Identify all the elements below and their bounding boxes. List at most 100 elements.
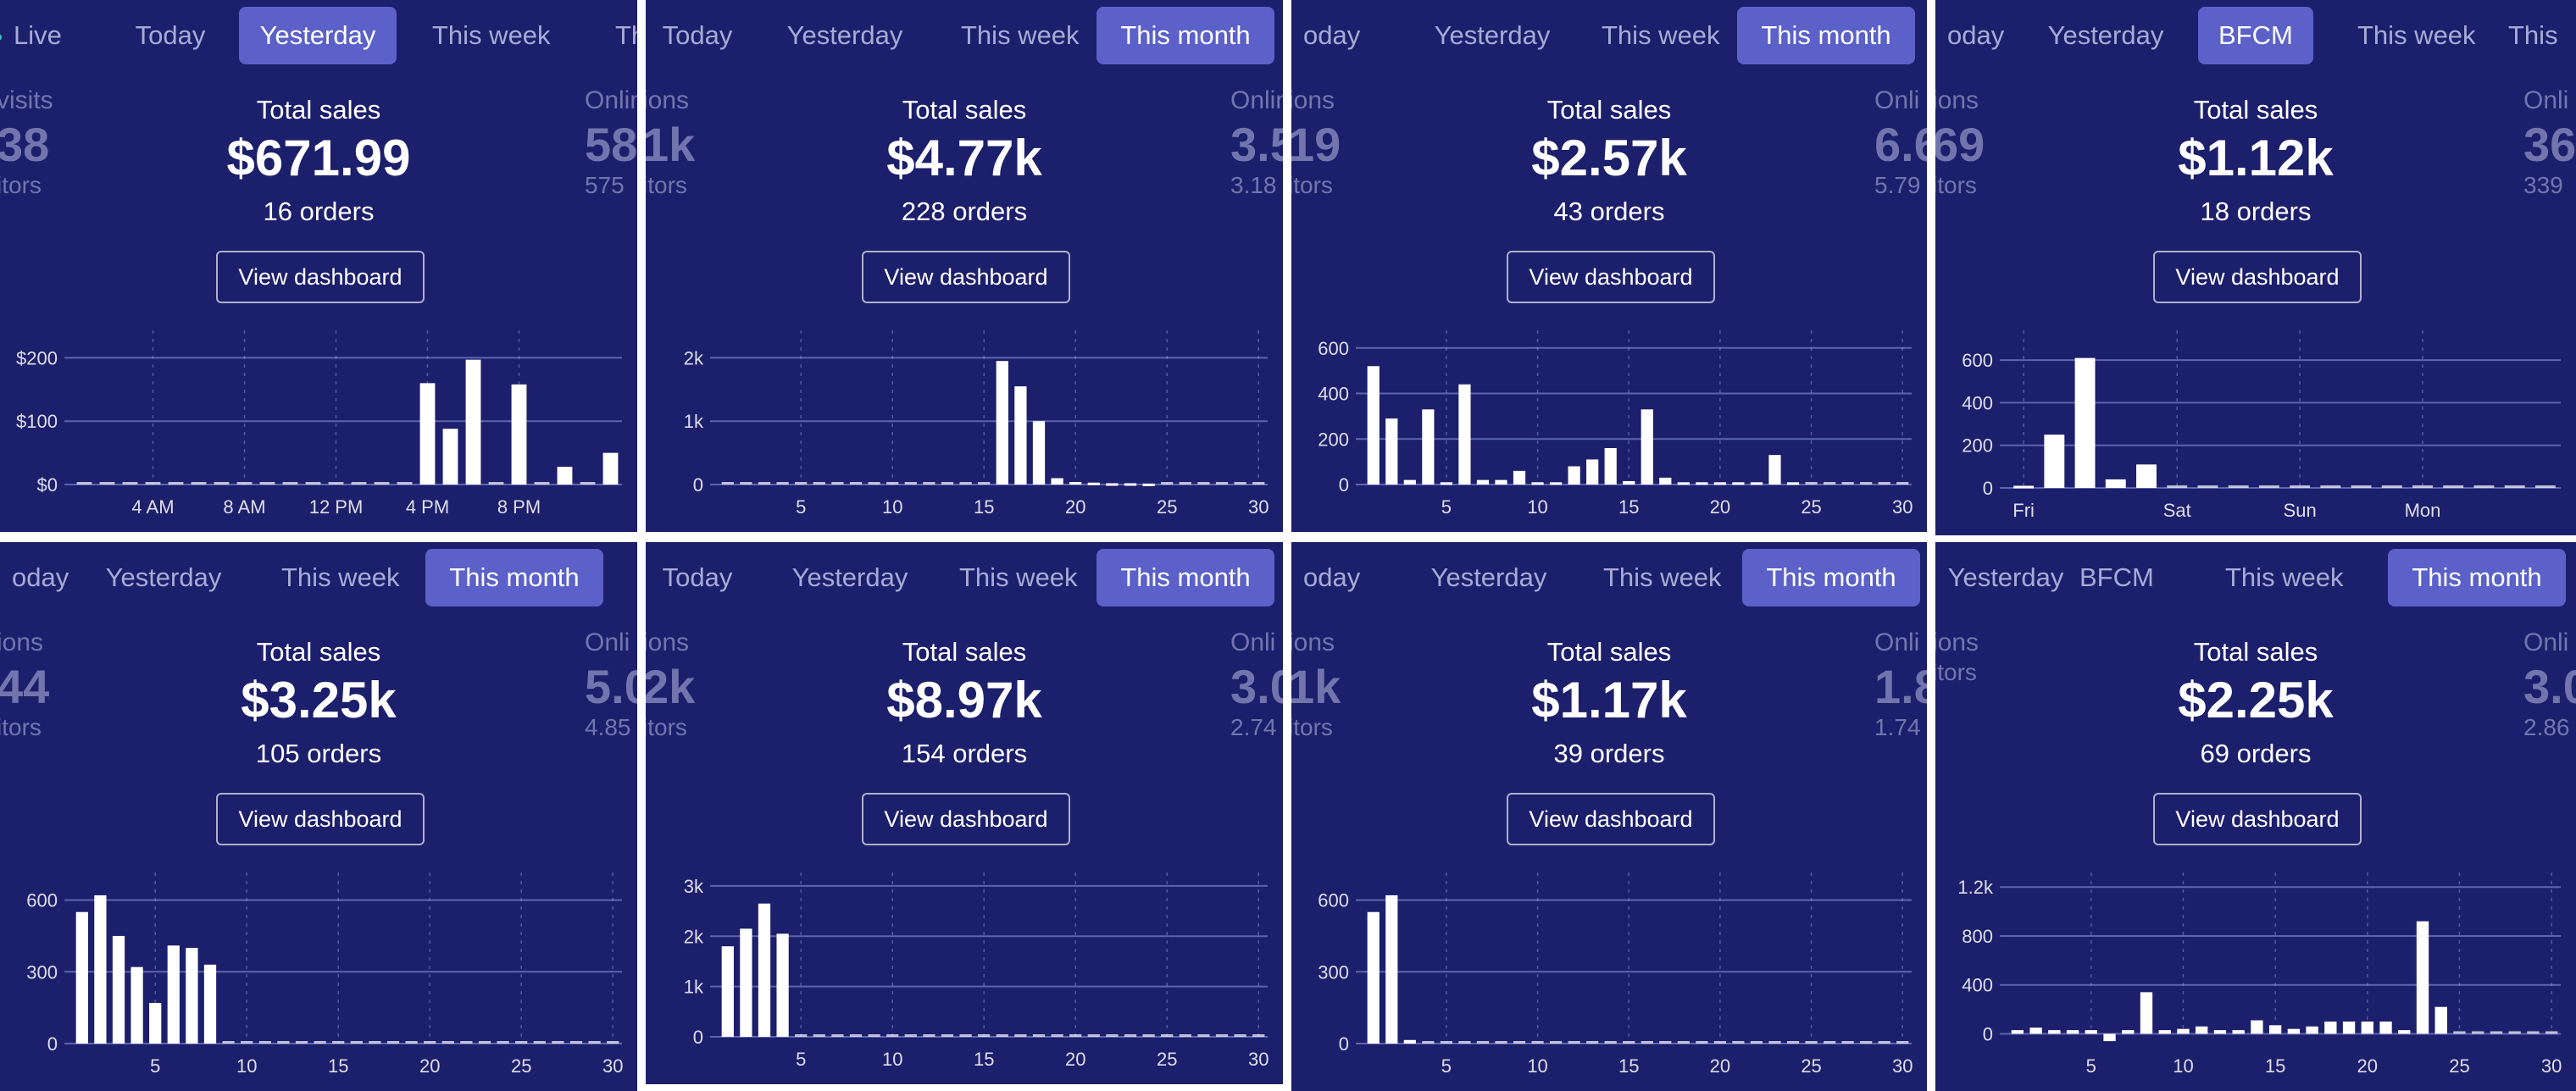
view-dashboard-button[interactable]: View dashboard	[1507, 793, 1715, 845]
tab-yesterday[interactable]: Yesterday	[1935, 549, 2085, 606]
tab-today[interactable]: Today	[646, 7, 758, 64]
x-tick-label: 10	[236, 1055, 257, 1077]
view-dashboard-button[interactable]: View dashboard	[2153, 793, 2362, 845]
tab-today[interactable]: Today	[110, 7, 230, 64]
tab-yesterday[interactable]: Yesterday	[766, 7, 924, 64]
bar	[2085, 1030, 2097, 1034]
bar	[831, 482, 844, 485]
bar	[1385, 418, 1398, 485]
bar	[2136, 464, 2157, 488]
bar	[1860, 1041, 1873, 1044]
tab-label: This week	[961, 20, 1080, 50]
sales-panel: oday Yesterday This week This month ions 19 it…	[1291, 0, 1927, 532]
view-dashboard-button[interactable]: View dashboard	[862, 793, 1070, 845]
sales-chart: $0 $100 $200 4 AM 8 AM 12 PM 4 PM 8 PM	[16, 330, 622, 518]
bar	[314, 1041, 326, 1044]
view-dashboard-button[interactable]: View dashboard	[2153, 251, 2362, 303]
right-metric-value: 3.0	[1230, 660, 1283, 713]
bar	[1252, 1034, 1265, 1037]
bar	[1252, 482, 1265, 485]
bar	[2066, 1030, 2079, 1034]
left-metric-label: ions	[1291, 629, 1335, 656]
right-metric-label: Onli	[2523, 86, 2569, 114]
tab-this-month[interactable]: This month	[1096, 7, 1274, 64]
left-metric-value: 44	[0, 660, 50, 713]
bar	[328, 482, 344, 485]
tab-bfcm[interactable]: BFCM	[2198, 7, 2313, 64]
bar	[795, 1034, 808, 1037]
bar	[740, 482, 752, 485]
tab-oday[interactable]: oday	[1291, 7, 1380, 64]
tab-this-week[interactable]: This week	[939, 549, 1098, 606]
view-dashboard-button[interactable]: View dashboard	[216, 793, 425, 845]
tab-oday[interactable]: oday	[1935, 7, 2024, 64]
bar	[465, 359, 481, 485]
left-metric-label: visits	[0, 86, 53, 114]
bar	[2527, 1031, 2540, 1034]
view-dashboard-button[interactable]: View dashboard	[1507, 251, 1715, 303]
tab-label: oday	[1947, 20, 2005, 50]
x-tick-label: 25	[1801, 496, 1821, 518]
bar	[1014, 1034, 1027, 1037]
bar	[978, 482, 991, 485]
tab-today[interactable]: Today	[646, 549, 758, 606]
left-metric-label: ions	[0, 629, 44, 656]
tab-yesterday[interactable]: Yesterday	[239, 7, 397, 64]
bar	[369, 1041, 381, 1044]
bar	[1531, 1041, 1544, 1044]
y-tick-label: 400	[1318, 384, 1349, 405]
bar	[2379, 1022, 2392, 1034]
tab-this-week[interactable]: This week	[2205, 549, 2364, 606]
right-metric-label: Onli	[1874, 629, 1920, 656]
bar	[2504, 485, 2525, 488]
tab-thi[interactable]: Thi	[595, 7, 637, 64]
bar	[1586, 1041, 1599, 1044]
bar	[168, 482, 184, 485]
bar	[1696, 1041, 1708, 1044]
bar	[923, 1034, 935, 1037]
tab-this-month[interactable]: This month	[1096, 549, 1274, 606]
bar	[1604, 448, 1617, 485]
tab-live[interactable]: Live	[0, 7, 82, 64]
total-sales-label: Total sales	[2193, 637, 2318, 667]
tab-this-month[interactable]: This month	[1737, 7, 1915, 64]
bar	[112, 935, 125, 1044]
tab-this-month[interactable]: This month	[1742, 549, 1920, 606]
tab-this[interactable]: This	[2488, 7, 2576, 64]
tab-yesterday[interactable]: Yesterday	[2027, 7, 2185, 64]
bar	[1732, 482, 1745, 485]
y-tick-label: 1.2k	[1957, 877, 1994, 898]
bar	[442, 429, 458, 485]
left-metric: ions 19 itors	[1291, 86, 1341, 199]
bar	[1161, 482, 1174, 485]
tab-this-week[interactable]: This week	[2337, 7, 2496, 64]
tab-label: This month	[1120, 562, 1251, 592]
tab-this-month[interactable]: This month	[425, 549, 603, 606]
bar	[149, 1003, 162, 1044]
tab-this-month[interactable]: This month	[2388, 549, 2566, 606]
view-dashboard-button[interactable]: View dashboard	[216, 251, 425, 303]
right-metric-sub: 5.79	[1874, 172, 1921, 198]
bar	[2290, 485, 2311, 488]
tab-this-week[interactable]: This week	[941, 7, 1100, 64]
tab-yesterday[interactable]: Yesterday	[1410, 549, 1568, 606]
x-tick-label: 15	[328, 1055, 348, 1077]
tab-oday[interactable]: oday	[0, 549, 89, 606]
tab-label: Thi	[615, 20, 637, 50]
tab-this-week[interactable]: This week	[1581, 7, 1740, 64]
view-dashboard-button[interactable]: View dashboard	[862, 251, 1070, 303]
left-metric-label: ions	[1935, 629, 1979, 656]
tab-this-week[interactable]: This week	[1583, 549, 1742, 606]
tab-bfcm[interactable]: BFCM	[2059, 549, 2174, 606]
bar	[1069, 1034, 1082, 1037]
tab-this-week[interactable]: This week	[261, 549, 420, 606]
tab-yesterday[interactable]: Yesterday	[85, 549, 242, 606]
tab-this-week[interactable]: This week	[412, 7, 571, 64]
tab-yesterday[interactable]: Yesterday	[1413, 7, 1571, 64]
orders-count: 39 orders	[1553, 739, 1665, 768]
total-sales-label: Total sales	[902, 637, 1027, 667]
tab-yesterday[interactable]: Yesterday	[771, 549, 929, 606]
tab-oday[interactable]: oday	[1291, 549, 1380, 606]
y-tick-label: 800	[1962, 926, 1993, 947]
date-range-tabs: Live Today Yesterday This week Thi	[0, 0, 637, 64]
